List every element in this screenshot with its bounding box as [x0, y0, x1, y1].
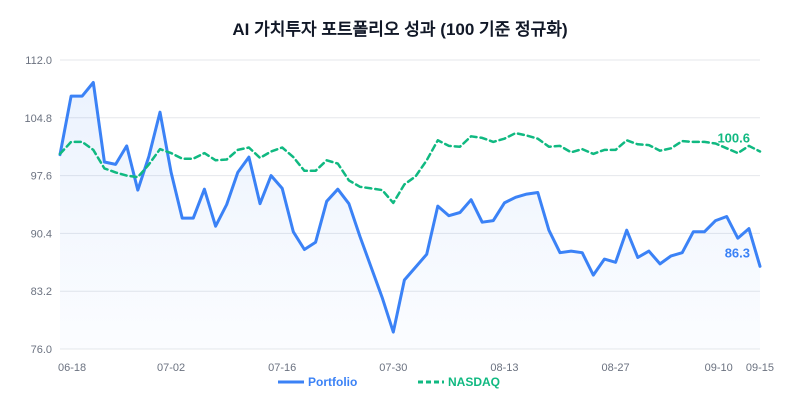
x-tick-label: 07-16	[268, 362, 296, 374]
x-axis: 06-18 07-02 07-16 07-30 08-13 08-27 09-10 09-15	[58, 362, 774, 374]
end-labels: 86.3 100.6	[717, 131, 750, 261]
x-tick-label: 06-18	[58, 362, 86, 374]
y-tick-label: 97.6	[31, 171, 52, 183]
y-axis: 112.0 104.8 97.6 90.4 83.2 76.0	[24, 55, 52, 356]
portfolio-end-label: 86.3	[725, 245, 750, 260]
nasdaq-legend-label: NASDAQ	[448, 375, 500, 389]
x-tick-label: 07-30	[379, 362, 407, 374]
series-group	[58, 81, 762, 349]
chart-title: AI 가치투자 포트폴리오 성과 (100 기준 정규화)	[232, 20, 567, 39]
y-tick-label: 76.0	[31, 344, 52, 356]
legend: Portfolio NASDAQ	[278, 375, 500, 389]
y-tick-label: 83.2	[31, 286, 52, 298]
x-tick-label: 08-13	[490, 362, 518, 374]
portfolio-line	[58, 81, 762, 334]
y-tick-label: 104.8	[24, 113, 52, 125]
x-tick-label: 08-27	[601, 362, 629, 374]
y-tick-label: 112.0	[25, 55, 52, 67]
portfolio-legend-label: Portfolio	[308, 375, 357, 389]
portfolio-area-fill	[60, 82, 760, 349]
x-tick-label: 07-02	[157, 362, 185, 374]
x-tick-label: 09-10	[705, 362, 733, 374]
nasdaq-line	[58, 131, 762, 205]
x-tick-label: 09-15	[746, 362, 774, 374]
nasdaq-end-label: 100.6	[717, 131, 750, 146]
y-tick-label: 90.4	[31, 228, 52, 240]
